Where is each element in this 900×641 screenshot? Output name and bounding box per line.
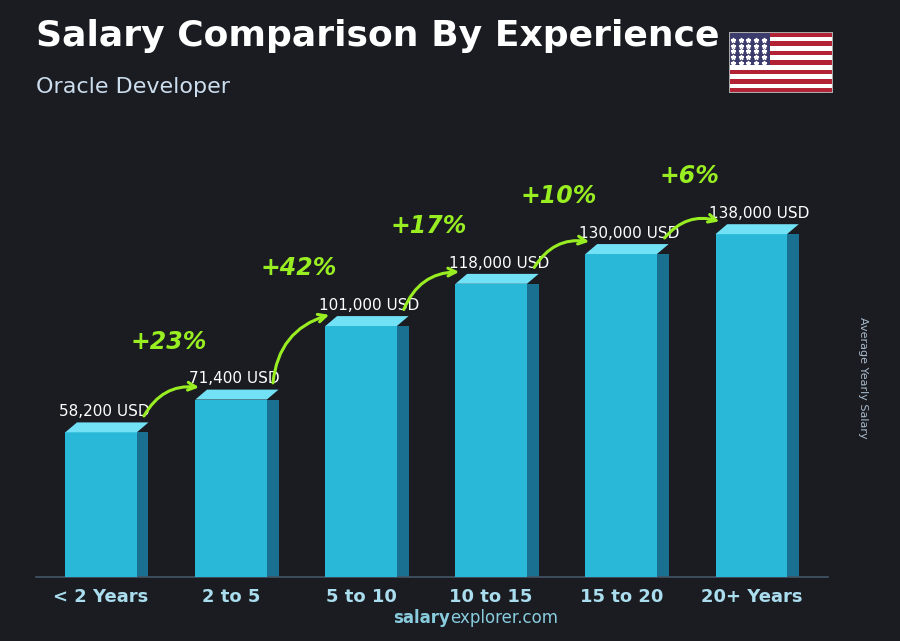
Bar <box>729 88 832 93</box>
Bar <box>716 234 787 577</box>
Polygon shape <box>397 326 409 577</box>
Text: explorer.com: explorer.com <box>450 609 558 627</box>
Text: 71,400 USD: 71,400 USD <box>189 371 279 387</box>
Bar <box>729 37 832 42</box>
Bar <box>586 254 657 577</box>
Text: 101,000 USD: 101,000 USD <box>319 298 419 313</box>
Bar <box>326 326 397 577</box>
Text: 130,000 USD: 130,000 USD <box>579 226 680 241</box>
Polygon shape <box>326 316 409 326</box>
FancyArrowPatch shape <box>273 314 326 383</box>
Bar <box>729 46 832 51</box>
Bar <box>729 32 832 37</box>
Polygon shape <box>195 390 278 399</box>
Bar <box>66 432 137 577</box>
Text: +42%: +42% <box>261 256 338 280</box>
Text: +6%: +6% <box>659 165 719 188</box>
Bar <box>729 42 832 46</box>
FancyArrowPatch shape <box>404 268 455 310</box>
Polygon shape <box>66 422 148 432</box>
FancyArrowPatch shape <box>535 237 586 267</box>
Text: Average Yearly Salary: Average Yearly Salary <box>859 317 868 439</box>
Bar <box>729 56 832 60</box>
Polygon shape <box>137 432 148 577</box>
Text: salary: salary <box>393 609 450 627</box>
FancyArrowPatch shape <box>664 215 716 238</box>
Text: 138,000 USD: 138,000 USD <box>709 206 809 221</box>
Bar <box>729 83 832 88</box>
Text: 58,200 USD: 58,200 USD <box>58 404 149 419</box>
Text: +17%: +17% <box>391 214 467 238</box>
Polygon shape <box>526 284 538 577</box>
Text: +23%: +23% <box>130 330 207 354</box>
Polygon shape <box>455 274 538 284</box>
Bar <box>729 79 832 83</box>
Text: Salary Comparison By Experience: Salary Comparison By Experience <box>36 19 719 53</box>
Bar <box>455 284 526 577</box>
Text: 118,000 USD: 118,000 USD <box>449 256 549 271</box>
Polygon shape <box>657 254 669 577</box>
Polygon shape <box>586 244 669 254</box>
FancyArrowPatch shape <box>144 382 195 416</box>
Text: +10%: +10% <box>521 185 598 208</box>
Polygon shape <box>266 399 278 577</box>
Polygon shape <box>787 234 798 577</box>
Bar <box>729 51 832 56</box>
Bar <box>729 32 770 65</box>
Bar <box>195 399 266 577</box>
Text: Oracle Developer: Oracle Developer <box>36 77 230 97</box>
Polygon shape <box>716 224 798 234</box>
Bar <box>729 60 832 65</box>
Bar <box>729 74 832 79</box>
Bar <box>729 65 832 69</box>
Bar <box>729 69 832 74</box>
